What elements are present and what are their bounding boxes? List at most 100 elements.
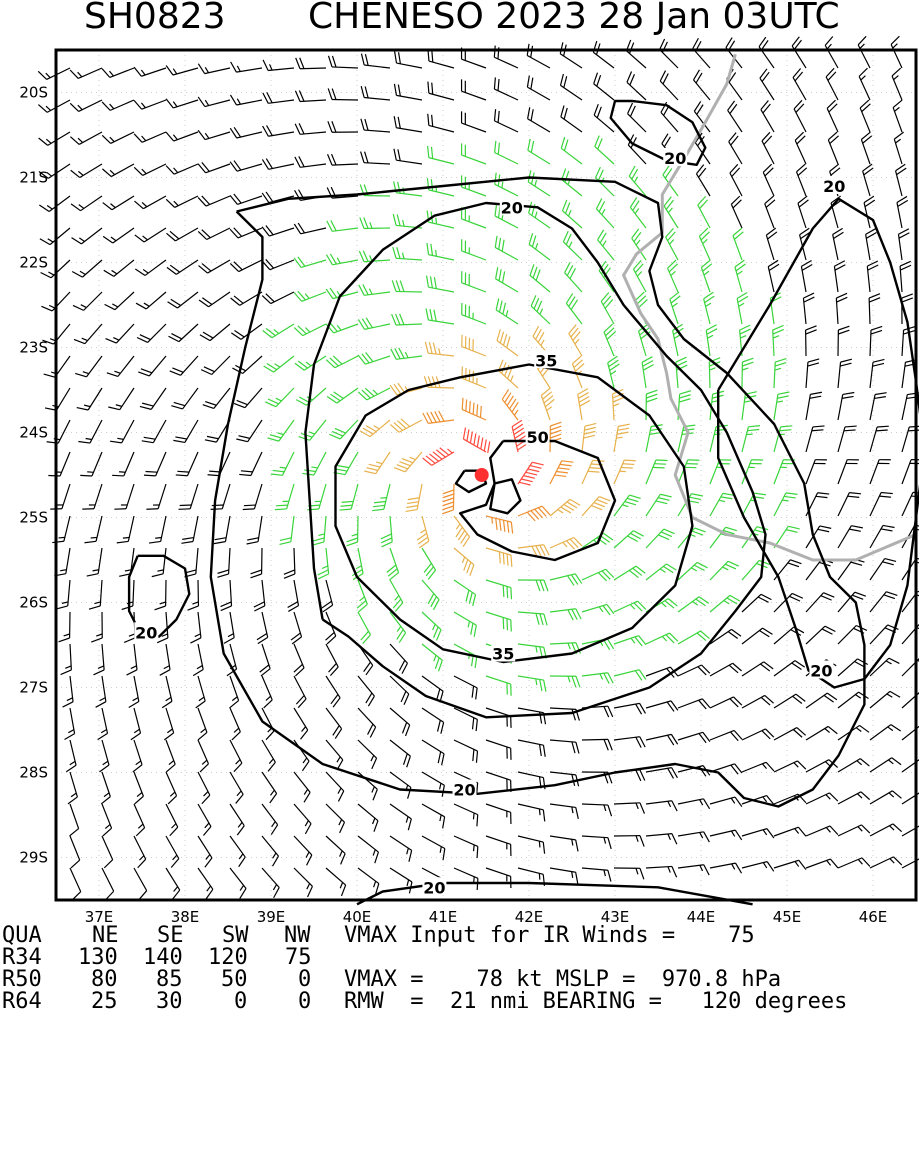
wind-barb	[262, 159, 294, 170]
wind-barb	[352, 548, 363, 580]
wind-barb	[531, 295, 550, 324]
barb-half-flag	[78, 171, 83, 175]
wind-barb	[394, 84, 422, 100]
barb-flag	[101, 797, 110, 804]
barb-flag	[433, 343, 436, 354]
wind-barb	[390, 644, 407, 674]
barb-flag	[340, 509, 352, 510]
barb-flag	[364, 471, 375, 474]
barb-flag	[437, 630, 442, 641]
wind-barb	[494, 77, 518, 100]
barb-half-flag	[773, 336, 779, 338]
barb-flag	[564, 108, 567, 119]
wind-barb	[64, 708, 74, 739]
barb-half-flag	[547, 407, 552, 411]
wind-barb	[806, 726, 837, 740]
barb-flag	[329, 434, 340, 439]
barb-flag	[332, 154, 336, 165]
wind-barb	[234, 388, 262, 408]
barb-half-flag	[273, 884, 276, 889]
barb-flag	[528, 469, 539, 472]
barb-flag	[409, 850, 412, 861]
barb-flag	[851, 526, 862, 528]
barb-flag	[61, 670, 72, 675]
wind-barb	[257, 612, 268, 644]
barb-flag	[142, 441, 154, 443]
barb-half-flag	[110, 104, 114, 109]
wind-barb	[105, 292, 134, 310]
lat-label: 20S	[19, 84, 48, 102]
barb-flag	[430, 309, 432, 320]
barb-half-flag	[46, 139, 51, 143]
wind-barb	[486, 676, 511, 696]
barb-half-flag	[662, 636, 666, 641]
barb-flag	[560, 42, 563, 53]
barb-half-flag	[669, 240, 673, 245]
wind-barb	[614, 703, 645, 714]
wind-barb	[358, 318, 390, 330]
barb-half-flag	[280, 467, 286, 468]
wind-barb	[774, 761, 806, 772]
barb-flag	[188, 606, 199, 610]
wind-barb	[608, 356, 620, 388]
barb-flag	[572, 742, 575, 753]
wind-barb	[358, 836, 378, 863]
contour-label: 35	[535, 351, 557, 370]
barb-half-flag	[731, 831, 734, 836]
wind-barb	[582, 836, 611, 849]
barb-flag	[328, 154, 332, 165]
barb-half-flag	[340, 882, 342, 888]
barb-flag	[536, 269, 540, 280]
wind-barb	[178, 484, 198, 509]
barb-half-flag	[356, 566, 361, 569]
barb-flag	[530, 264, 534, 275]
barb-flag	[628, 103, 633, 114]
wind-barb	[737, 292, 748, 324]
wind-barb	[528, 139, 550, 164]
wind-barb	[582, 868, 611, 882]
lat-label: 21S	[19, 169, 48, 187]
barb-half-flag	[360, 597, 365, 601]
barb-half-flag	[91, 537, 97, 538]
barb-half-flag	[420, 530, 425, 534]
barb-half-flag	[110, 137, 114, 142]
barb-flag	[406, 506, 418, 508]
wind-barb	[136, 292, 166, 309]
barb-flag	[692, 531, 703, 535]
wind-barb	[742, 829, 774, 838]
barb-flag	[528, 107, 530, 119]
barb-flag	[608, 838, 611, 849]
barb-flag	[236, 794, 243, 803]
barb-half-flag	[143, 236, 148, 240]
barb-flag	[540, 580, 544, 591]
barb-flag	[477, 846, 478, 858]
wind-barb	[230, 194, 262, 204]
barb-flag	[474, 625, 476, 636]
barb-flag	[375, 852, 379, 863]
barb-flag	[64, 734, 74, 740]
barb-flag	[134, 167, 142, 175]
barb-half-flag	[240, 885, 243, 890]
barb-flag	[477, 435, 479, 447]
barb-half-flag	[119, 472, 125, 473]
barb-flag	[728, 561, 739, 566]
barb-half-flag	[114, 371, 120, 373]
barb-flag	[214, 542, 226, 544]
wind-barb	[358, 676, 374, 706]
wind-barb	[527, 44, 550, 68]
barb-flag	[279, 542, 290, 545]
wind-barb	[742, 762, 774, 772]
barb-half-flag	[116, 405, 122, 407]
barb-flag	[786, 493, 798, 494]
wind-barb	[73, 292, 102, 310]
wind-barb	[162, 676, 172, 708]
header-nw: NW	[284, 926, 311, 946]
barb-half-flag	[373, 850, 375, 856]
barb-flag	[392, 314, 396, 325]
barb-flag	[691, 494, 702, 496]
barb-half-flag	[782, 500, 788, 501]
barb-flag	[437, 689, 440, 700]
barb-flag	[661, 532, 672, 537]
lat-label: 24S	[19, 424, 48, 442]
barb-flag	[784, 496, 796, 497]
